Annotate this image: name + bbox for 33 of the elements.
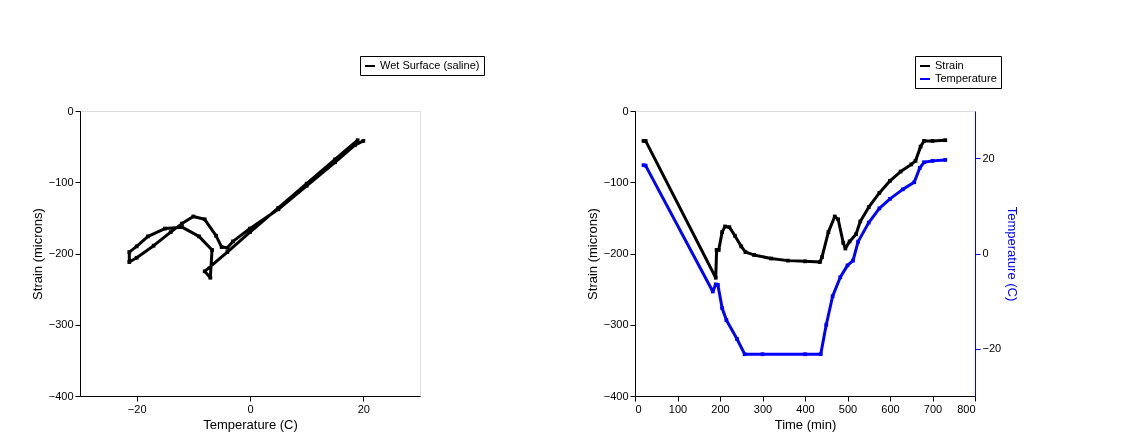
x-tick-label: 300 xyxy=(753,402,773,415)
y-tick-label: −100 xyxy=(603,175,629,188)
y-tick-label: 0 xyxy=(67,104,74,117)
legend-label: Strain xyxy=(935,59,964,71)
legend-label: Temperature xyxy=(935,72,997,84)
x-tick-label: 200 xyxy=(711,402,730,415)
x-tick-label: 20 xyxy=(357,402,370,415)
x-tick-label: 500 xyxy=(838,402,858,415)
y2-tick-label: 0 xyxy=(982,247,989,259)
x-axis-title: Time (min) xyxy=(774,416,837,432)
y-tick-label: −200 xyxy=(603,247,629,259)
x-tick-label: 700 xyxy=(923,402,943,415)
y-tick-label: 0 xyxy=(622,104,629,117)
y-tick-label: −400 xyxy=(603,389,629,402)
x-tick-label: −20 xyxy=(127,402,147,415)
x-tick-label: 400 xyxy=(796,402,815,415)
x-tick-label: 600 xyxy=(881,402,900,415)
y2-tick-label: −20 xyxy=(982,342,1002,354)
y-tick-label: −300 xyxy=(603,318,629,331)
x-tick-label: 100 xyxy=(668,402,688,415)
y-axis-title: Strain (microns) xyxy=(29,208,45,300)
y2-tick-label: 20 xyxy=(982,152,995,164)
y-tick-label: −300 xyxy=(48,318,74,331)
x-tick-label: 800 xyxy=(957,402,976,415)
legend-label: Wet Surface (saline) xyxy=(380,59,480,71)
x-axis-title: Temperature (C) xyxy=(203,416,298,432)
y2-axis-title: Temperature (C) xyxy=(1005,206,1021,302)
y-tick-label: −100 xyxy=(48,175,74,188)
y-tick-label: −400 xyxy=(48,389,74,402)
x-tick-label: 0 xyxy=(635,402,642,415)
y-tick-label: −200 xyxy=(48,247,74,259)
y-axis-title: Strain (microns) xyxy=(584,208,600,300)
x-tick-label: 0 xyxy=(247,402,254,415)
